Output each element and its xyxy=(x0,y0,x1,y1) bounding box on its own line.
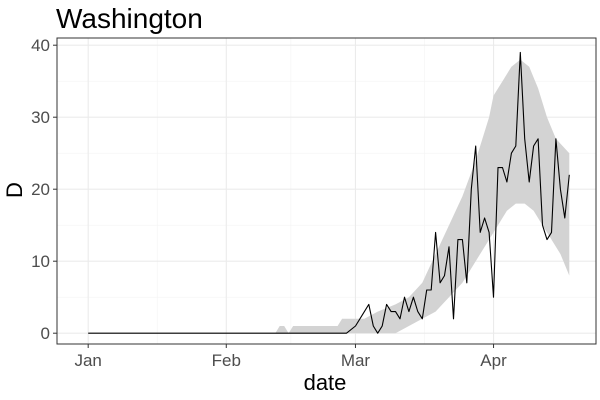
y-tick-label: 0 xyxy=(41,324,50,343)
y-tick-label: 40 xyxy=(31,36,50,55)
y-axis: 0 10 20 30 40 xyxy=(31,36,57,343)
chart-title: Washington xyxy=(56,3,203,34)
x-tick-label: Apr xyxy=(480,351,507,370)
y-axis-title: D xyxy=(2,182,27,198)
y-tick-label: 20 xyxy=(31,180,50,199)
x-tick-label: Mar xyxy=(341,351,371,370)
y-tick-label: 30 xyxy=(31,108,50,127)
confidence-band-area xyxy=(275,59,570,334)
confidence-band xyxy=(275,59,570,334)
x-axis: Jan Feb Mar Apr xyxy=(74,344,507,370)
x-tick-label: Jan xyxy=(74,351,101,370)
x-axis-title: date xyxy=(304,370,347,395)
panel-border xyxy=(56,37,597,345)
series-lines xyxy=(88,51,570,334)
x-tick-label: Feb xyxy=(212,351,241,370)
y-tick-label: 10 xyxy=(31,252,50,271)
series-line xyxy=(88,51,570,334)
